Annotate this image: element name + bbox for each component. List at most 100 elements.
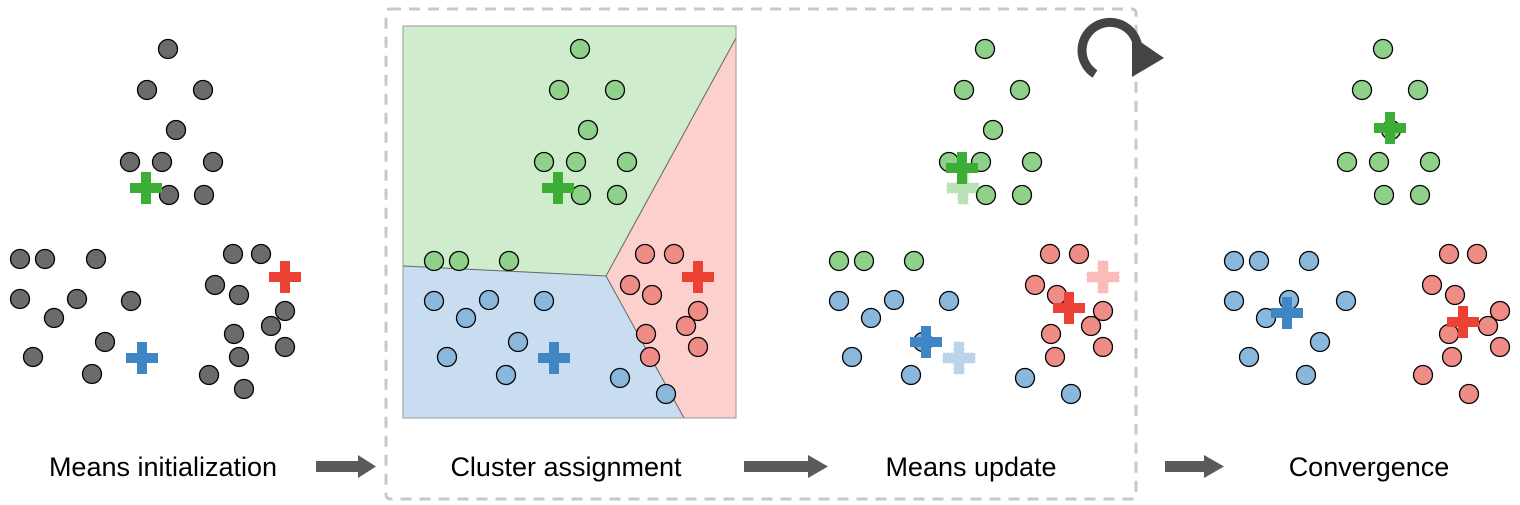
blue-point — [609, 367, 631, 389]
green-point — [1021, 151, 1043, 173]
red-point — [1489, 300, 1511, 322]
green-point — [974, 38, 996, 60]
green-point — [1373, 184, 1395, 206]
data-point — [158, 184, 180, 206]
green-point — [423, 250, 445, 272]
data-point — [260, 315, 282, 337]
blue-point — [841, 346, 863, 368]
data-point — [81, 363, 103, 385]
green-point — [1419, 151, 1441, 173]
blue-point — [1309, 331, 1331, 353]
data-point — [228, 284, 250, 306]
stage-label-init: Means initialization — [49, 452, 277, 482]
green-point — [565, 151, 587, 173]
data-point — [165, 119, 187, 141]
red-point — [1039, 243, 1061, 265]
data-point — [250, 243, 272, 265]
red-point — [1040, 323, 1062, 345]
blue-point — [1335, 290, 1357, 312]
stage-label-conv: Convergence — [1289, 452, 1450, 482]
red-point — [1024, 274, 1046, 296]
old-red-mean-marker — [1086, 260, 1120, 294]
red-point — [1092, 336, 1114, 358]
blue-point — [883, 289, 905, 311]
data-point — [274, 336, 296, 358]
red-point — [1044, 346, 1066, 368]
red-point — [1068, 243, 1090, 265]
blue-point — [478, 289, 500, 311]
green-point — [606, 184, 628, 206]
green-mean-marker — [130, 172, 162, 204]
means-layer — [126, 112, 1479, 375]
data-point — [228, 346, 250, 368]
green-point — [1368, 151, 1390, 173]
blue-point — [860, 307, 882, 329]
red-point — [1438, 243, 1460, 265]
stage-label-assign: Cluster assignment — [450, 452, 682, 482]
blue-point — [1248, 250, 1270, 272]
red-point — [687, 336, 709, 358]
green-point — [1407, 79, 1429, 101]
data-point — [120, 290, 142, 312]
stage-label-update: Means update — [885, 452, 1056, 482]
green-point — [1011, 184, 1033, 206]
green-point — [828, 250, 850, 272]
green-point — [853, 250, 875, 272]
green-point — [1351, 79, 1373, 101]
red-point — [1466, 243, 1488, 265]
red-mean-marker — [1053, 292, 1085, 324]
blue-mean-marker — [538, 342, 570, 374]
red-point — [1444, 284, 1466, 306]
green-point — [577, 119, 599, 141]
blue-point — [1060, 383, 1082, 405]
blue-point — [1298, 250, 1320, 272]
old-blue-mean-marker — [942, 341, 976, 375]
green-point — [903, 250, 925, 272]
data-point — [193, 184, 215, 206]
blue-point — [533, 290, 555, 312]
green-point — [1009, 79, 1031, 101]
blue-mean-marker — [126, 342, 158, 374]
red-point — [619, 274, 641, 296]
green-point — [569, 38, 591, 60]
red-region — [606, 38, 736, 418]
red-point — [1489, 336, 1511, 358]
green-point — [975, 184, 997, 206]
red-point — [1477, 315, 1499, 337]
green-point — [953, 79, 975, 101]
data-point — [151, 151, 173, 173]
blue-point — [828, 290, 850, 312]
data-point — [198, 364, 220, 386]
green-point — [982, 119, 1004, 141]
blue-point — [938, 290, 960, 312]
red-mean-marker — [682, 261, 714, 293]
data-point — [204, 274, 226, 296]
red-point — [639, 346, 661, 368]
blue-point — [495, 364, 517, 386]
iteration-box — [384, 7, 1138, 501]
blue-mean-marker — [1271, 297, 1303, 329]
data-point — [119, 151, 141, 173]
green-mean-marker — [542, 172, 574, 204]
green-mean-marker — [946, 152, 978, 184]
blue-point — [423, 290, 445, 312]
blue-point — [1223, 290, 1245, 312]
blue-point — [507, 331, 529, 353]
green-mean-marker — [1374, 112, 1406, 144]
red-point — [1438, 323, 1460, 345]
red-point — [675, 315, 697, 337]
right-arrow-icon — [316, 455, 376, 478]
data-point — [233, 378, 255, 400]
data-point — [43, 307, 65, 329]
data-point — [157, 38, 179, 60]
red-point — [1092, 300, 1114, 322]
data-point — [223, 323, 245, 345]
data-point — [94, 331, 116, 353]
data-point — [274, 300, 296, 322]
red-point — [1421, 274, 1443, 296]
circular-arrow-icon — [1077, 17, 1164, 78]
data-point — [66, 288, 88, 310]
blue-point — [455, 307, 477, 329]
blue-point — [436, 346, 458, 368]
blue-point — [900, 364, 922, 386]
